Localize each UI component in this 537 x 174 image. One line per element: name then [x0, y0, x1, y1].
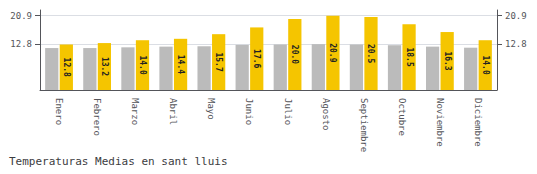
svg-text:14.0: 14.0 [138, 55, 147, 74]
svg-text:Febrero: Febrero [92, 98, 102, 136]
svg-text:Junio: Junio [244, 98, 254, 125]
svg-text:12.8: 12.8 [10, 39, 32, 49]
svg-text:20.5: 20.5 [366, 44, 375, 63]
svg-text:20.0: 20.0 [290, 45, 299, 64]
svg-text:Julio: Julio [283, 98, 293, 125]
svg-text:Octubre: Octubre [397, 98, 407, 136]
svg-text:Noviembre: Noviembre [435, 98, 445, 147]
svg-text:Marzo: Marzo [130, 98, 140, 125]
svg-text:15.7: 15.7 [214, 52, 223, 71]
svg-text:Mayo: Mayo [206, 98, 216, 120]
svg-text:17.6: 17.6 [252, 49, 261, 68]
svg-text:Agosto: Agosto [321, 98, 331, 131]
svg-text:Abril: Abril [168, 98, 178, 125]
svg-text:20.9: 20.9 [505, 11, 527, 21]
svg-text:13.2: 13.2 [100, 57, 109, 76]
svg-text:16.3: 16.3 [443, 51, 452, 70]
svg-text:Diciembre: Diciembre [473, 98, 483, 147]
svg-text:20.9: 20.9 [328, 43, 337, 62]
svg-text:Temperaturas Medias en sant ll: Temperaturas Medias en sant lluis [9, 155, 228, 168]
svg-text:12.8: 12.8 [62, 58, 71, 77]
svg-text:18.5: 18.5 [405, 47, 414, 66]
svg-text:20.9: 20.9 [10, 11, 32, 21]
svg-text:Enero: Enero [54, 98, 64, 125]
svg-text:12.8: 12.8 [505, 39, 527, 49]
svg-text:14.0: 14.0 [481, 55, 490, 74]
svg-text:14.4: 14.4 [176, 55, 185, 74]
svg-text:Septiembre: Septiembre [359, 98, 369, 152]
